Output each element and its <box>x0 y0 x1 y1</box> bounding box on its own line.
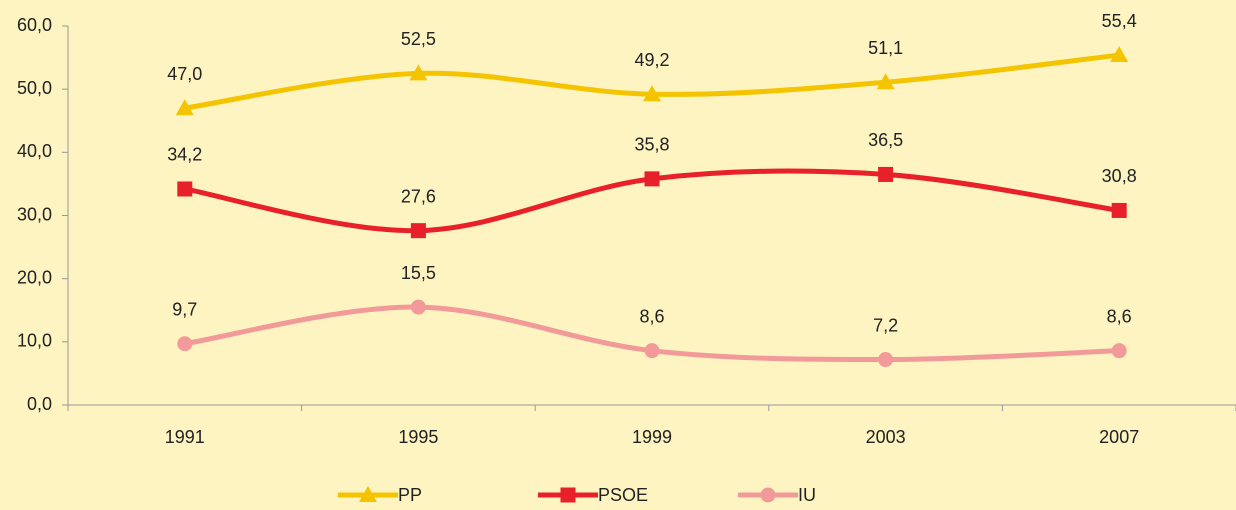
data-label: 49,2 <box>634 50 669 70</box>
marker <box>1111 343 1127 359</box>
legend-label: PSOE <box>598 485 648 505</box>
data-label: 47,0 <box>167 64 202 84</box>
x-tick-label: 1999 <box>632 427 672 447</box>
legend-item: PSOE <box>538 485 648 505</box>
marker <box>175 99 194 116</box>
y-tick-label: 20,0 <box>17 267 52 287</box>
y-tick-label: 40,0 <box>17 141 52 161</box>
legend-label: IU <box>798 485 816 505</box>
marker <box>1110 46 1129 63</box>
data-label: 27,6 <box>401 186 436 206</box>
legend-item: PP <box>338 485 422 505</box>
legend-label: PP <box>398 485 422 505</box>
marker <box>878 352 894 368</box>
data-label: 9,7 <box>172 299 197 319</box>
data-label: 36,5 <box>868 130 903 150</box>
data-label: 52,5 <box>401 29 436 49</box>
data-label: 55,4 <box>1102 11 1137 31</box>
x-tick-label: 2007 <box>1099 427 1139 447</box>
y-tick-label: 30,0 <box>17 204 52 224</box>
y-tick-label: 60,0 <box>17 15 52 35</box>
marker <box>177 181 193 197</box>
data-label: 30,8 <box>1102 166 1137 186</box>
data-label: 51,1 <box>868 38 903 58</box>
legend-item: IU <box>738 485 816 505</box>
data-label: 35,8 <box>634 135 669 155</box>
marker <box>644 343 660 359</box>
data-label: 8,6 <box>639 306 664 326</box>
marker <box>177 336 193 352</box>
marker <box>878 166 894 182</box>
marker <box>760 487 776 503</box>
y-tick-label: 0,0 <box>27 394 52 414</box>
data-label: 34,2 <box>167 145 202 165</box>
marker <box>410 223 426 239</box>
y-tick-label: 50,0 <box>17 78 52 98</box>
x-tick-label: 1995 <box>398 427 438 447</box>
marker <box>643 85 661 102</box>
marker <box>644 171 660 187</box>
x-tick-label: 2003 <box>866 427 906 447</box>
y-tick-label: 10,0 <box>17 331 52 351</box>
data-label: 15,5 <box>401 263 436 283</box>
data-label: 7,2 <box>873 315 898 335</box>
marker <box>560 487 576 503</box>
marker <box>410 299 426 315</box>
marker <box>876 73 895 90</box>
x-tick-label: 1991 <box>165 427 205 447</box>
marker <box>409 64 428 81</box>
data-label: 8,6 <box>1107 306 1132 326</box>
marker <box>359 486 377 502</box>
marker <box>1111 202 1127 218</box>
